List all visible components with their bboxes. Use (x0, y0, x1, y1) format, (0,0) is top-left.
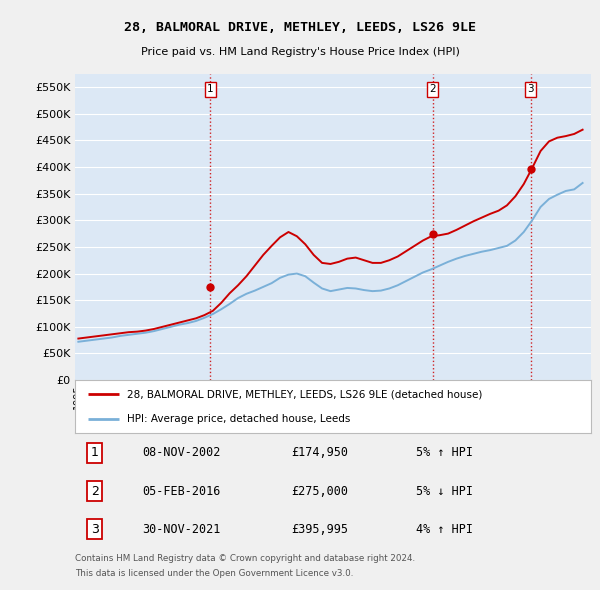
Text: £275,000: £275,000 (292, 484, 349, 497)
Text: 08-NOV-2002: 08-NOV-2002 (142, 446, 220, 459)
Text: 3: 3 (527, 84, 534, 94)
Text: 28, BALMORAL DRIVE, METHLEY, LEEDS, LS26 9LE: 28, BALMORAL DRIVE, METHLEY, LEEDS, LS26… (124, 21, 476, 34)
Text: HPI: Average price, detached house, Leeds: HPI: Average price, detached house, Leed… (127, 414, 350, 424)
Text: 3: 3 (91, 523, 98, 536)
Text: Contains HM Land Registry data © Crown copyright and database right 2024.: Contains HM Land Registry data © Crown c… (75, 553, 415, 562)
Text: 1: 1 (91, 446, 98, 459)
Text: 5% ↓ HPI: 5% ↓ HPI (416, 484, 473, 497)
Text: Price paid vs. HM Land Registry's House Price Index (HPI): Price paid vs. HM Land Registry's House … (140, 47, 460, 57)
Text: £395,995: £395,995 (292, 523, 349, 536)
Text: 28, BALMORAL DRIVE, METHLEY, LEEDS, LS26 9LE (detached house): 28, BALMORAL DRIVE, METHLEY, LEEDS, LS26… (127, 389, 482, 399)
Text: 4% ↑ HPI: 4% ↑ HPI (416, 523, 473, 536)
Text: 05-FEB-2016: 05-FEB-2016 (142, 484, 220, 497)
Text: 1: 1 (207, 84, 214, 94)
Text: This data is licensed under the Open Government Licence v3.0.: This data is licensed under the Open Gov… (75, 569, 353, 578)
Text: 30-NOV-2021: 30-NOV-2021 (142, 523, 220, 536)
Text: 2: 2 (91, 484, 98, 497)
Text: 5% ↑ HPI: 5% ↑ HPI (416, 446, 473, 459)
Text: £174,950: £174,950 (292, 446, 349, 459)
Text: 2: 2 (430, 84, 436, 94)
